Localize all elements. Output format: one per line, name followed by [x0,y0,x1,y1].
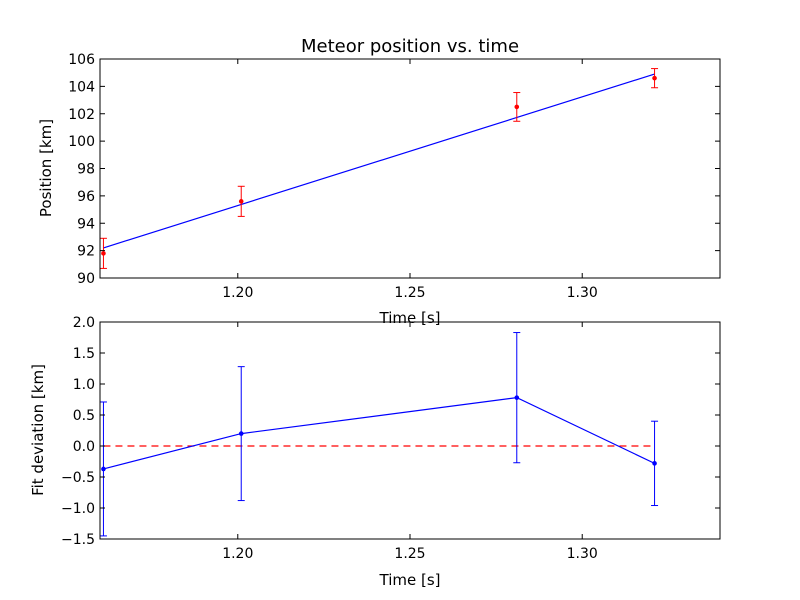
position-y-tick-label: 96 [77,189,95,205]
position-chart-title: Meteor position vs. time [301,36,519,57]
position-y-tick-label: 92 [77,244,95,260]
position-marks: 1.20 1.25 1.30 90 92 94 96 98 100 102 104 106 [68,52,721,301]
deviation-x-tick-label: 1.20 [222,546,253,562]
deviation-y-axis-label: Fit deviation [km] [29,364,47,496]
deviation-panel: Time [s] Fit deviation [km] 1.20 1.25 1.30… [29,315,721,589]
fit-line [103,73,655,249]
position-x-tick-label: 1.20 [222,285,253,301]
residual-point-1 [101,466,106,472]
position-y-tick-label: 94 [77,216,95,232]
deviation-y-tick-label: −1.0 [61,501,95,517]
position-y-tick-label: 100 [68,134,95,150]
deviation-y-tick-label: 2.0 [73,315,95,331]
deviation-x-tick-label: 1.25 [394,546,425,562]
deviation-y-tick-label: 1.5 [73,346,95,362]
deviation-y-tick-label: 1.0 [73,377,95,393]
residual-point-2 [238,431,244,436]
position-y-tick-label: 90 [77,271,95,287]
deviation-x-axis-label: Time [s] [379,571,441,589]
deviation-y-tick-label: 0.0 [73,439,95,455]
position-y-axis-label: Position [km] [37,119,55,217]
measurement-point-2 [238,199,244,204]
measurement-point-4 [652,75,657,81]
deviation-y-tick-label: −1.5 [61,532,95,548]
position-panel: Meteor position vs. time Time [s] Positi… [37,36,721,327]
position-x-tick-label: 1.30 [567,285,598,301]
residual-line [103,397,655,470]
deviation-y-tick-label: 0.5 [73,408,95,424]
residual-point-3 [514,395,520,400]
residual-point-4 [652,461,657,466]
deviation-y-tick-label: −0.5 [61,470,95,486]
position-y-tick-label: 98 [77,162,95,178]
deviation-marks: 1.20 1.25 1.30 −1.5 −1.0 −0.5 0.0 0.5 1.0 1.5 2.0 [61,315,721,562]
position-y-tick-label: 104 [68,79,95,95]
position-y-tick-label: 106 [68,52,95,68]
deviation-x-tick-label: 1.30 [567,546,598,562]
measurement-point-1 [101,251,106,256]
measurement-point-3 [514,104,520,110]
position-y-tick-label: 102 [68,107,95,123]
position-x-tick-label: 1.25 [394,285,425,301]
